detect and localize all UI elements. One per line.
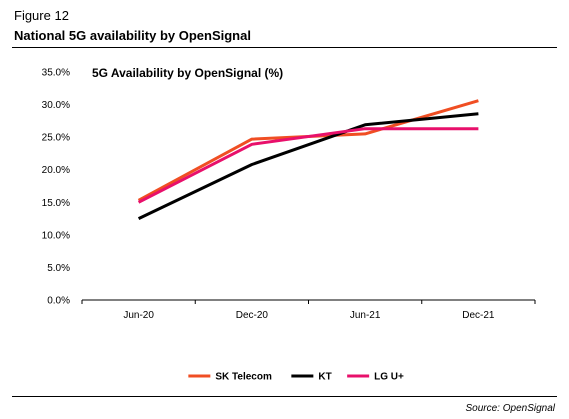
series-line (137, 112, 479, 220)
x-tick-label: Jun-21 (350, 310, 381, 321)
x-tick-label: Jun-20 (123, 310, 154, 321)
figure-title: National 5G availability by OpenSignal (14, 28, 251, 43)
y-tick-label: 30.0% (42, 100, 70, 111)
y-tick-label: 5.0% (47, 263, 70, 274)
series-line (137, 99, 479, 202)
legend-label: SK Telecom (215, 372, 272, 383)
y-tick-label: 0.0% (47, 296, 70, 307)
figure-label: Figure 12 (14, 8, 69, 23)
x-tick-label: Dec-20 (236, 310, 269, 321)
x-tick-label: Dec-21 (462, 310, 495, 321)
series-line (137, 127, 479, 204)
source-note: Source: OpenSignal (465, 403, 555, 414)
legend-label: LG U+ (374, 372, 404, 383)
y-tick-label: 10.0% (42, 230, 70, 241)
y-tick-label: 25.0% (42, 133, 70, 144)
legend-label: KT (318, 372, 331, 383)
y-tick-label: 35.0% (42, 68, 70, 79)
y-tick-label: 20.0% (42, 165, 70, 176)
top-rule (12, 47, 557, 48)
legend: SK Telecom KT LG U+ (188, 372, 404, 383)
x-axis: Jun-20 Dec-20 Jun-21 Dec-21 (81, 299, 536, 321)
series-layer (137, 99, 479, 220)
chart-title: 5G Availability by OpenSignal (%) (92, 66, 283, 80)
bottom-rule (12, 396, 557, 397)
y-axis: 0.0% 5.0% 10.0% 15.0% 20.0% 25.0% 30.0% 35.0% (42, 68, 70, 307)
y-tick-label: 15.0% (42, 198, 70, 209)
